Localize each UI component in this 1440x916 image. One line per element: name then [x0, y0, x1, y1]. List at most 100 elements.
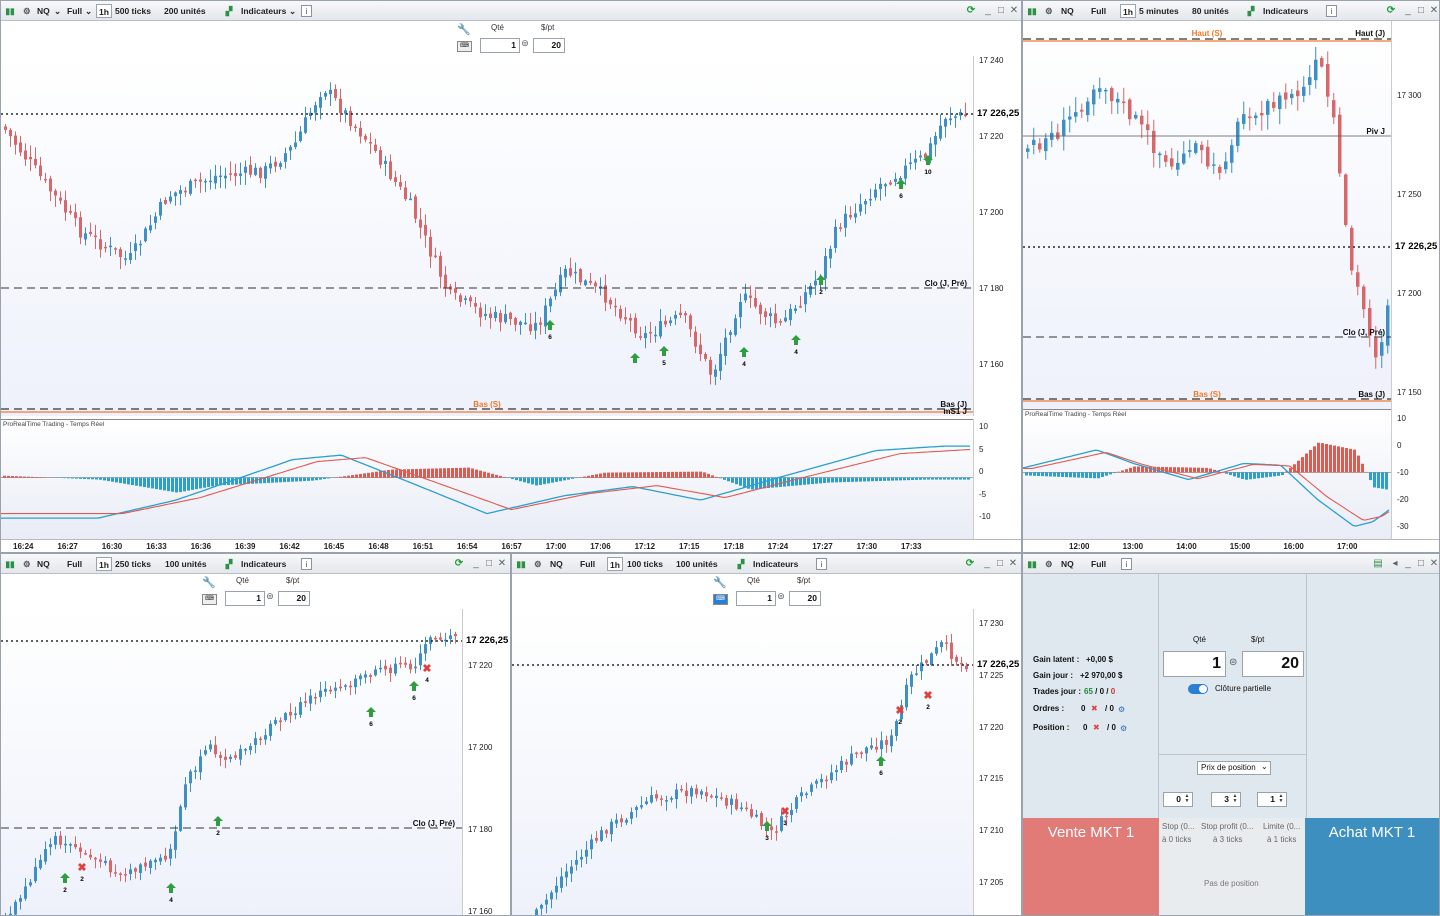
info-icon[interactable]: i	[1326, 5, 1337, 17]
time-axis[interactable]: 16:24 16:27 16:30 16:33 16:36 16:39 16:42 16:45…	[1, 539, 1021, 552]
price-plot[interactable]: Clo (J, Pré) 2 ✖ 2 4 2 6 6 ✖ 4	[1, 609, 462, 915]
time-axis[interactable]: 12:00 13:00 14:00 15:00 16:00 17:00	[1023, 539, 1439, 552]
chevron-down-icon[interactable]: ⌄	[289, 6, 297, 16]
units-select[interactable]: 100 unités	[676, 559, 718, 569]
interval-select[interactable]: 5 minutes	[1139, 6, 1179, 16]
indicators-button[interactable]: Indicateurs	[241, 6, 287, 16]
arrow-left-icon[interactable]: ◂	[1392, 558, 1398, 569]
instrument-icon[interactable]: ▮▮	[1027, 559, 1037, 569]
partial-close-toggle[interactable]	[1188, 684, 1208, 694]
oscillator-plot[interactable]: ProRealTime Trading - Temps Réel	[1, 419, 973, 539]
indicators-button[interactable]: Indicateurs	[241, 559, 287, 569]
maximize-icon[interactable]: □	[485, 558, 493, 569]
instrument-select[interactable]: NQ	[37, 559, 50, 569]
units-select[interactable]: 200 unités	[164, 6, 206, 16]
minimize-icon[interactable]: _	[1405, 5, 1411, 16]
minimize-icon[interactable]: _	[1405, 558, 1411, 569]
mode-select[interactable]: Full	[1091, 559, 1107, 569]
mode-select[interactable]: Full	[67, 6, 83, 16]
pt-input[interactable]: 20	[533, 38, 565, 53]
profit-ticks-input[interactable]: 3 ▲ ▼	[1211, 792, 1241, 807]
keyboard-icon[interactable]: ⌨	[202, 594, 217, 605]
price-axis[interactable]: 17 300 17 250 17 200 17 150 17 226,25	[1391, 21, 1439, 409]
interval-1h-button[interactable]: 1h	[607, 557, 623, 571]
refresh-icon[interactable]: ⟳	[965, 558, 975, 569]
instrument-icon[interactable]: ▮▮	[5, 559, 15, 569]
minimize-icon[interactable]: _	[984, 558, 990, 569]
instrument-select[interactable]: NQ	[550, 559, 563, 569]
price-axis[interactable]: 17 230 17 225 17 220 17 215 17 210 17 205 17 2…	[973, 609, 1021, 915]
maximize-icon[interactable]: □	[1417, 558, 1425, 569]
pt-input[interactable]: 20	[1242, 651, 1304, 677]
keyboard-icon[interactable]: ⌨	[457, 41, 472, 52]
layout-icon[interactable]: ▤	[1373, 558, 1383, 569]
minimize-icon[interactable]: _	[985, 5, 991, 16]
info-icon[interactable]: i	[1121, 558, 1132, 570]
stop-profit-label[interactable]: Stop profit (0...	[1201, 822, 1254, 831]
maximize-icon[interactable]: □	[997, 5, 1005, 16]
mode-select[interactable]: Full	[580, 559, 596, 569]
close-icon[interactable]: ✕	[497, 558, 507, 569]
interval-1h-button[interactable]: 1h	[96, 557, 112, 571]
mode-select[interactable]: Full	[67, 559, 83, 569]
interval-1h-button[interactable]: 1h	[1120, 4, 1136, 18]
gear-icon[interactable]: ⚙	[23, 6, 31, 16]
gear-icon[interactable]: ⚙	[1045, 559, 1053, 569]
qty-input[interactable]: 1	[1163, 651, 1226, 677]
price-plot[interactable]: Haut (S) Haut (J) Piv J Clo (J, Pré) Bas (S)…	[1023, 21, 1391, 409]
instrument-select[interactable]: NQ	[1061, 559, 1074, 569]
refresh-icon[interactable]: ⟳	[966, 5, 976, 16]
cancel-icon[interactable]: ✖	[1091, 704, 1098, 713]
maximize-icon[interactable]: □	[996, 558, 1004, 569]
price-axis[interactable]: 17 240 17 220 17 200 17 180 17 160 17 226,25	[973, 56, 1021, 416]
close-icon[interactable]: ✕	[1009, 5, 1019, 16]
buy-market-button[interactable]: Achat MKT 1	[1305, 818, 1439, 915]
qty-input[interactable]: 1	[225, 591, 265, 606]
position-price-select[interactable]: Prix de position	[1197, 761, 1271, 775]
sell-market-button[interactable]: Vente MKT 1	[1023, 818, 1159, 915]
qty-input[interactable]: 1	[736, 591, 776, 606]
info-icon[interactable]: i	[301, 5, 312, 17]
pt-input[interactable]: 20	[278, 591, 310, 606]
instrument-select[interactable]: NQ	[1061, 6, 1074, 16]
indicators-icon[interactable]: ▞	[225, 6, 233, 16]
refresh-icon[interactable]: ⟳	[454, 558, 464, 569]
indicators-button[interactable]: Indicateurs	[1263, 6, 1309, 16]
settings-icon[interactable]: ⚙	[1120, 724, 1128, 733]
oscillator-plot[interactable]: ProRealTime Trading - Temps Réel	[1023, 409, 1391, 539]
refresh-icon[interactable]: ⟳	[1386, 5, 1396, 16]
chevron-down-icon[interactable]: ⌄	[54, 6, 62, 16]
close-icon[interactable]: ✕	[1429, 558, 1439, 569]
limit-ticks-input[interactable]: 1 ▲ ▼	[1257, 792, 1287, 807]
limit-label[interactable]: Limite (0...	[1263, 822, 1301, 831]
indicators-icon[interactable]: ▞	[225, 559, 233, 569]
link-icon[interactable]: ⊜	[1229, 657, 1238, 668]
instrument-icon[interactable]: ▮▮	[1027, 6, 1037, 16]
instrument-icon[interactable]: ▮▮	[516, 559, 526, 569]
link-icon[interactable]: ⊜	[777, 591, 785, 601]
settings-icon[interactable]: ⚙	[1118, 705, 1126, 714]
ticks-select[interactable]: 250 ticks	[115, 559, 151, 569]
indicators-button[interactable]: Indicateurs	[753, 559, 799, 569]
instrument-select[interactable]: NQ	[37, 6, 50, 16]
maximize-icon[interactable]: □	[1417, 5, 1425, 16]
minimize-icon[interactable]: _	[473, 558, 479, 569]
close-icon[interactable]: ✕	[1429, 5, 1439, 16]
instrument-icon[interactable]: ▮▮	[5, 6, 15, 16]
units-select[interactable]: 100 unités	[165, 559, 207, 569]
ticks-select[interactable]: 500 ticks	[115, 6, 151, 16]
ticks-select[interactable]: 100 ticks	[627, 559, 663, 569]
indicators-icon[interactable]: ▞	[1247, 6, 1255, 16]
gear-icon[interactable]: ⚙	[534, 559, 542, 569]
link-icon[interactable]: ⊜	[266, 591, 274, 601]
stop-label[interactable]: Stop (0...	[1162, 822, 1195, 831]
info-icon[interactable]: i	[301, 558, 312, 570]
pt-input[interactable]: 20	[789, 591, 821, 606]
chevron-down-icon[interactable]: ⌄	[85, 6, 93, 16]
qty-input[interactable]: 1	[480, 38, 520, 53]
gear-icon[interactable]: ⚙	[1045, 6, 1053, 16]
cancel-icon[interactable]: ✖	[1093, 723, 1100, 732]
info-icon[interactable]: i	[816, 558, 827, 570]
price-plot[interactable]: 3 ✖ 3 6 ✖ 2 ✖ 2	[512, 609, 973, 915]
stop-ticks-input[interactable]: 0 ▲ ▼	[1163, 792, 1193, 807]
